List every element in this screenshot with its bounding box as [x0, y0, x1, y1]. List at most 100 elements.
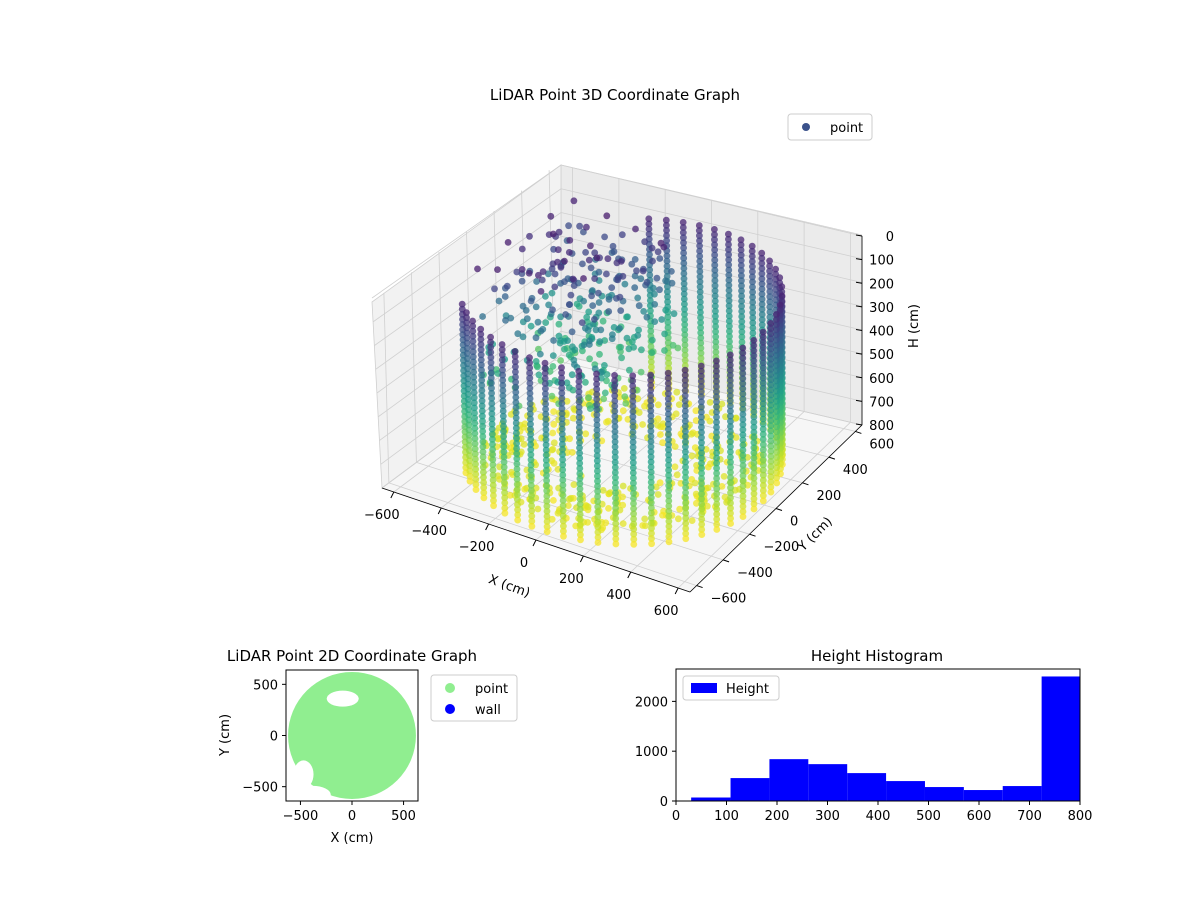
lidar-point: [611, 392, 619, 400]
lidar-point: [681, 392, 689, 400]
lidar-point: [697, 319, 704, 326]
lidar-point: [576, 490, 584, 498]
lidar-point: [478, 402, 486, 410]
lidar-point: [512, 404, 520, 411]
lidar-point: [583, 313, 591, 321]
lidar-point: [601, 233, 608, 241]
lidar-point: [490, 492, 497, 499]
lidar-point: [487, 369, 495, 377]
lidar-point: [698, 439, 705, 447]
lidar-point: [727, 443, 734, 451]
lidar-point: [556, 339, 564, 347]
lidar-point: [682, 463, 689, 471]
lidar-point: [713, 367, 720, 375]
lidar-point: [766, 288, 774, 295]
z-tick-label: 400: [869, 325, 894, 340]
lidar-point: [470, 399, 478, 407]
lidar-point: [593, 380, 600, 388]
lidar-point: [605, 295, 613, 303]
lidar-point: [611, 382, 618, 389]
lidar-point: [749, 283, 756, 291]
lidar-point: [464, 365, 471, 373]
lidar-point: [554, 258, 561, 266]
lidar-point: [631, 256, 639, 263]
lidar-point: [565, 351, 573, 359]
lidar-point: [759, 333, 767, 341]
side-gridline-y: [438, 251, 445, 442]
lidar-point: [630, 489, 637, 497]
lidar-point: [551, 283, 559, 291]
lidar-point: [696, 257, 704, 265]
lidar-point: [489, 481, 497, 489]
x-tick-label: 0: [520, 556, 528, 571]
lidar-point: [766, 283, 774, 290]
lidar-point: [471, 435, 479, 442]
lidar-point: [489, 471, 497, 479]
lidar-point: [722, 413, 729, 421]
hist-bar: [847, 773, 887, 801]
lidar-point: [682, 514, 690, 522]
lidar-point: [638, 346, 645, 354]
lidar-point: [725, 256, 733, 264]
hist-bar: [886, 781, 925, 801]
z-tick: [855, 376, 863, 379]
lidar-point: [726, 371, 734, 379]
lidar-point: [542, 385, 549, 392]
lidar-point: [711, 261, 719, 269]
lidar-point: [663, 237, 670, 245]
lidar-point: [766, 293, 774, 301]
lidar-point: [512, 378, 519, 386]
lidar-point: [698, 454, 705, 462]
lidar-point: [711, 297, 719, 305]
lidar-point: [465, 447, 473, 454]
lidar-point: [726, 322, 733, 330]
lidar-point: [584, 503, 592, 511]
lidar-point: [611, 428, 619, 435]
lidar-point: [773, 357, 780, 364]
lidar-point: [680, 244, 687, 252]
lidar-point: [527, 446, 535, 453]
lidar-point: [758, 265, 766, 272]
lidar-point: [464, 380, 472, 388]
lidar-point: [526, 400, 534, 407]
lidar-point: [608, 284, 616, 291]
lidar-point: [648, 524, 655, 532]
lidar-point: [500, 438, 508, 445]
lidar-point: [681, 331, 689, 339]
lidar-point: [727, 433, 734, 440]
lidar-point: [665, 466, 672, 474]
lidar-point: [511, 358, 519, 366]
lidar-point: [549, 363, 557, 370]
lidar-point: [548, 446, 556, 454]
lidar-point: [773, 382, 780, 390]
lidar-point: [458, 300, 466, 308]
lidar-point: [532, 358, 540, 365]
z-tick-label: 600: [869, 372, 894, 387]
lidar-point: [647, 387, 655, 394]
lidar-point: [720, 473, 728, 480]
lidar-point: [582, 378, 589, 386]
lidar-point: [759, 420, 767, 428]
lidar-point: [713, 423, 720, 431]
lidar-point: [576, 521, 584, 528]
lidar-point: [662, 277, 669, 285]
lidar-point: [528, 522, 536, 530]
lidar-point: [593, 457, 601, 465]
z-tick-label: 800: [869, 419, 894, 434]
lidar-point: [565, 301, 573, 308]
lidar-point: [630, 530, 638, 538]
lidar-point: [479, 417, 486, 425]
lidar-point: [470, 373, 478, 381]
lidar-point: [767, 320, 775, 327]
lidar-point: [773, 438, 780, 446]
lidar-point: [692, 407, 700, 415]
legend-frame: [787, 113, 873, 141]
lidar-point: [759, 410, 767, 418]
lidar-point: [665, 523, 673, 530]
lidar-point: [513, 480, 521, 488]
lidar-point: [645, 225, 653, 233]
lidar-point: [749, 304, 757, 311]
lidar-point: [725, 235, 732, 243]
lidar-point: [501, 484, 508, 491]
lidar-point: [464, 370, 472, 378]
